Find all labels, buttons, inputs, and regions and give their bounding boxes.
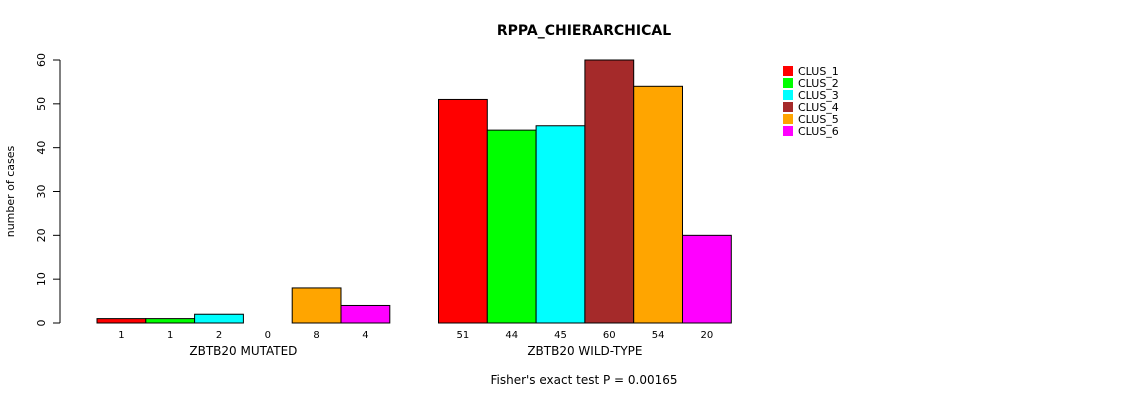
legend-label: CLUS_4 [798,101,839,114]
group-labels: ZBTB20 MUTATED ZBTB20 WILD-TYPE [189,344,642,358]
y-tick-label: 0 [35,320,48,327]
legend-swatch [783,90,793,100]
legend-label: CLUS_6 [798,125,839,138]
y-axis: 0 10 20 30 40 50 60 [35,53,61,327]
x-tick-label: 1 [118,330,124,341]
x-tick-label: 4 [362,330,368,341]
legend-label: CLUS_5 [798,113,839,126]
x-tick-label: 1 [167,330,173,341]
chart-title: RPPA_CHIERARCHICAL [497,23,671,39]
x-tick-label: 54 [652,330,665,341]
bar-clus-6-wild-type [682,234,732,324]
x-tick-label: 20 [701,330,714,341]
y-tick-label: 50 [35,97,48,111]
group-label: ZBTB20 WILD-TYPE [527,344,642,358]
bar-clus-3-wild-type [535,125,586,324]
legend-swatch [783,78,793,88]
y-tick-label: 60 [35,53,48,67]
bar-clus-4-wild-type [584,59,635,324]
y-axis-label: number of cases [4,145,17,237]
legend-label: CLUS_1 [798,65,839,78]
legend-swatch [783,114,793,124]
y-tick-label: 30 [35,185,48,199]
x-tick-label: 8 [313,330,319,341]
bars [96,59,732,324]
bar-clus-5-mutated [291,287,342,324]
legend-swatch [783,102,793,112]
x-tick-labels: 1 1 2 0 8 4 51 44 45 60 54 20 [118,330,713,341]
bar-clus-1-wild-type [438,98,488,324]
group-label: ZBTB20 MUTATED [189,344,297,358]
x-tick-label: 45 [554,330,567,341]
bar-clus-6-mutated [340,304,391,324]
legend-swatch [783,126,793,136]
y-tick-label: 40 [35,141,48,155]
bar-clus-2-wild-type [486,129,537,324]
x-tick-label: 51 [457,330,470,341]
legend-label: CLUS_3 [798,89,839,102]
legend-swatch [783,66,793,76]
x-tick-label: 44 [505,330,518,341]
fisher-test-footnote: Fisher's exact test P = 0.00165 [490,373,677,387]
bar-clus-3-mutated [194,313,244,324]
y-tick-label: 20 [35,228,48,242]
x-tick-label: 2 [216,330,222,341]
x-tick-label: 0 [265,330,271,341]
bar-clus-1-mutated [96,318,147,324]
bar-clus-5-wild-type [633,85,684,324]
legend-label: CLUS_2 [798,77,839,90]
bar-clus-2-mutated [145,318,196,324]
x-tick-label: 60 [603,330,616,341]
y-tick-label: 10 [35,272,48,286]
